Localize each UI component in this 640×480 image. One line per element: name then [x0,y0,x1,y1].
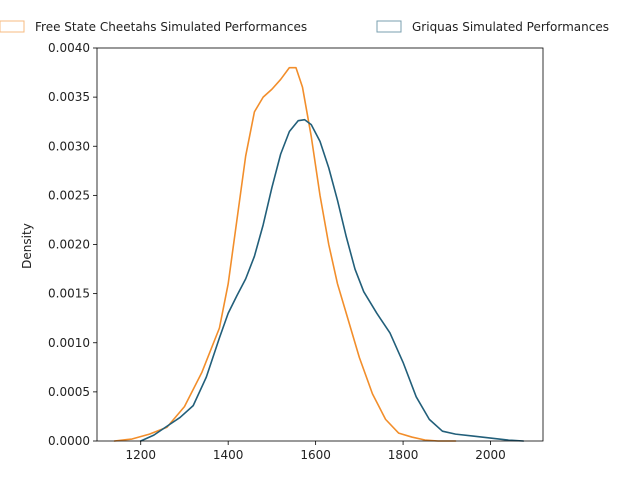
y-tick-label: 0.0000 [48,434,90,448]
series-line-1 [113,66,457,442]
y-tick-label: 0.0020 [48,238,90,252]
x-tick-label: 1800 [388,448,419,462]
legend-label: Griquas Simulated Performances [412,20,609,34]
density-curves [113,66,525,442]
plot-frame [96,47,544,442]
legend-swatch [376,20,402,33]
legend: Free State Cheetahs Simulated Performanc… [0,20,609,34]
x-axis-ticks: 1200 1400 1600 1800 2000 [125,441,506,462]
y-tick-label: 0.0005 [48,385,90,399]
y-axis-label: Density [20,223,34,269]
y-tick-label: 0.0035 [48,90,90,104]
y-tick-label: 0.0015 [48,287,90,301]
x-tick-label: 1400 [213,448,244,462]
y-tick-label: 0.0030 [48,139,90,153]
legend-label: Free State Cheetahs Simulated Performanc… [35,20,307,34]
x-tick-label: 1600 [300,448,331,462]
x-tick-label: 1200 [125,448,156,462]
y-tick-label: 0.0040 [48,41,90,55]
series-line-2 [139,118,525,442]
y-tick-label: 0.0010 [48,336,90,350]
y-tick-label: 0.0025 [48,188,90,202]
legend-swatch [0,20,25,33]
x-tick-label: 2000 [475,448,506,462]
y-axis-ticks: 0.0000 0.0005 0.0010 0.0015 0.0020 0.0025 0.00… [48,41,97,448]
